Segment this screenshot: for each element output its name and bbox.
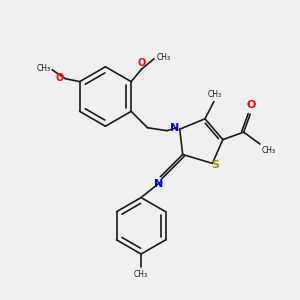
Text: CH₃: CH₃ — [36, 64, 50, 73]
Text: CH₃: CH₃ — [262, 146, 276, 155]
Text: O: O — [138, 58, 146, 68]
Text: N: N — [154, 179, 164, 189]
Text: S: S — [211, 160, 219, 170]
Text: N: N — [170, 123, 179, 133]
Text: CH₃: CH₃ — [134, 270, 148, 279]
Text: O: O — [56, 73, 64, 83]
Text: O: O — [246, 100, 255, 110]
Text: CH₃: CH₃ — [207, 90, 222, 99]
Text: CH₃: CH₃ — [156, 53, 170, 62]
